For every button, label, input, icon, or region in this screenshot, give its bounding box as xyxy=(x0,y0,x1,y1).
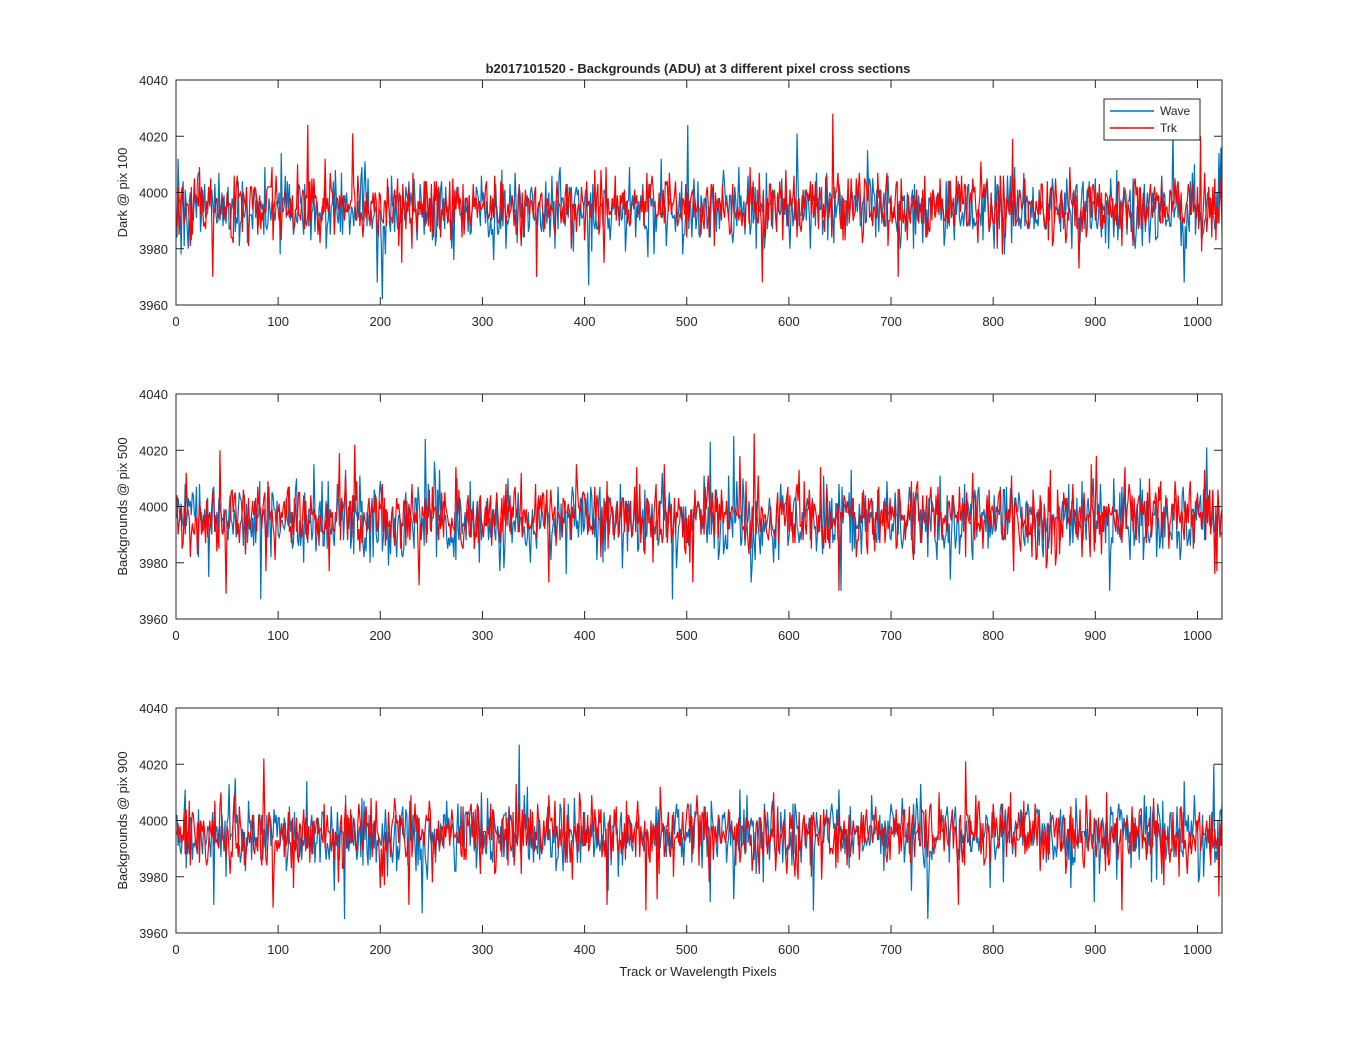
x-axis-label: Track or Wavelength Pixels xyxy=(619,964,777,979)
legend-label-trk: Trk xyxy=(1160,121,1178,135)
x-tick-label: 700 xyxy=(880,942,902,957)
y-tick-label: 4000 xyxy=(139,186,168,201)
panel-backgrounds-pix-500: 0 100 200 300 400 500 600 700 800 900 1000 3960 3980… xyxy=(115,387,1223,643)
x-tick-label: 100 xyxy=(267,314,289,329)
x-tick-label: 900 xyxy=(1084,314,1106,329)
y-tick-label: 3980 xyxy=(139,242,168,257)
x-tick-label: 900 xyxy=(1084,628,1106,643)
x-tick-label: 800 xyxy=(982,314,1004,329)
figure-title: b2017101520 - Backgrounds (ADU) at 3 dif… xyxy=(486,61,911,76)
y-tick-label: 3980 xyxy=(139,870,168,885)
x-tick-label: 300 xyxy=(472,628,494,643)
y-tick-label: 4040 xyxy=(139,701,168,716)
legend: Wave Trk xyxy=(1103,98,1201,141)
x-tick-label: 1000 xyxy=(1183,942,1212,957)
x-tick-label: 800 xyxy=(982,628,1004,643)
y-axis-label: Backgrounds @ pix 900 xyxy=(115,751,130,889)
y-tick-label: 3960 xyxy=(139,612,168,627)
y-tick-label: 4040 xyxy=(139,73,168,88)
y-tick-label: 4040 xyxy=(139,387,168,402)
x-tick-label: 500 xyxy=(676,314,698,329)
x-tick-label: 700 xyxy=(880,628,902,643)
x-tick-label: 0 xyxy=(172,314,179,329)
y-tick-label: 4000 xyxy=(139,814,168,829)
y-axis-label: Backgrounds @ pix 500 xyxy=(115,437,130,575)
y-tick-label: 4020 xyxy=(139,443,168,458)
x-tick-label: 500 xyxy=(676,628,698,643)
x-tick-label: 600 xyxy=(778,628,800,643)
x-tick-label: 1000 xyxy=(1183,628,1212,643)
panel-dark-pix-100: 0 100 200 300 400 500 600 700 800 900 1000 3960 3980… xyxy=(115,73,1223,329)
x-tick-label: 600 xyxy=(778,942,800,957)
x-tick-label: 200 xyxy=(369,314,391,329)
x-tick-label: 1000 xyxy=(1183,314,1212,329)
legend-label-wave: Wave xyxy=(1160,104,1191,118)
series-line-trk xyxy=(176,433,1222,594)
x-tick-label: 500 xyxy=(676,942,698,957)
y-tick-label: 4000 xyxy=(139,500,168,515)
y-tick-label: 4020 xyxy=(139,129,168,144)
x-tick-label: 200 xyxy=(369,942,391,957)
x-tick-label: 700 xyxy=(880,314,902,329)
x-tick-label: 900 xyxy=(1084,942,1106,957)
x-tick-label: 800 xyxy=(982,942,1004,957)
x-tick-label: 400 xyxy=(574,628,596,643)
x-tick-label: 300 xyxy=(472,314,494,329)
x-tick-label: 100 xyxy=(267,942,289,957)
x-tick-label: 300 xyxy=(472,942,494,957)
legend-box xyxy=(1103,98,1201,141)
y-tick-label: 4020 xyxy=(139,757,168,772)
series-line-trk xyxy=(176,758,1222,911)
y-tick-label: 3980 xyxy=(139,556,168,571)
y-tick-label: 3960 xyxy=(139,926,168,941)
y-axis-label: Dark @ pix 100 xyxy=(115,148,130,238)
x-tick-label: 0 xyxy=(172,942,179,957)
series-line-trk xyxy=(176,113,1222,283)
x-tick-label: 400 xyxy=(574,314,596,329)
x-tick-label: 0 xyxy=(172,628,179,643)
panel-backgrounds-pix-900: 0 100 200 300 400 500 600 700 800 900 1000 3960 3980… xyxy=(115,701,1223,957)
x-tick-label: 100 xyxy=(267,628,289,643)
x-tick-label: 600 xyxy=(778,314,800,329)
x-tick-label: 400 xyxy=(574,942,596,957)
x-tick-label: 200 xyxy=(369,628,391,643)
y-tick-label: 3960 xyxy=(139,298,168,313)
